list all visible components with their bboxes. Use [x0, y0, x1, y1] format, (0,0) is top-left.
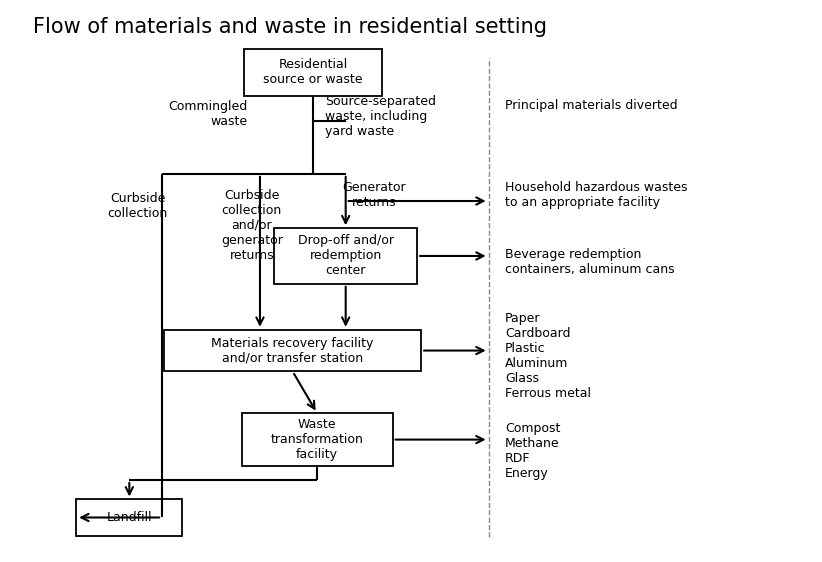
Text: Beverage redemption
containers, aluminum cans: Beverage redemption containers, aluminum…	[505, 247, 675, 275]
Text: Curbside
collection: Curbside collection	[108, 192, 168, 220]
Text: Curbside
collection
and/or
generator
returns: Curbside collection and/or generator ret…	[221, 189, 283, 262]
Text: Landfill: Landfill	[107, 511, 152, 524]
FancyBboxPatch shape	[275, 228, 417, 284]
Text: Flow of materials and waste in residential setting: Flow of materials and waste in residenti…	[33, 17, 547, 37]
FancyBboxPatch shape	[242, 413, 393, 466]
FancyBboxPatch shape	[164, 330, 421, 371]
Text: Household hazardous wastes
to an appropriate facility: Household hazardous wastes to an appropr…	[505, 181, 687, 209]
Text: Waste
transformation
facility: Waste transformation facility	[270, 418, 363, 461]
Text: Materials recovery facility
and/or transfer station: Materials recovery facility and/or trans…	[211, 337, 374, 365]
Text: Principal materials diverted: Principal materials diverted	[505, 99, 677, 112]
Text: Commingled
waste: Commingled waste	[169, 100, 247, 128]
FancyBboxPatch shape	[243, 49, 382, 96]
FancyBboxPatch shape	[76, 500, 182, 536]
Text: Source-separated
waste, including
yard waste: Source-separated waste, including yard w…	[326, 96, 436, 138]
Text: Compost
Methane
RDF
Energy: Compost Methane RDF Energy	[505, 422, 561, 480]
Text: Paper
Cardboard
Plastic
Aluminum
Glass
Ferrous metal: Paper Cardboard Plastic Aluminum Glass F…	[505, 312, 591, 400]
Text: Drop-off and/or
redemption
center: Drop-off and/or redemption center	[298, 234, 394, 278]
Text: Residential
source or waste: Residential source or waste	[263, 58, 363, 87]
Text: Generator
returns: Generator returns	[343, 181, 406, 209]
